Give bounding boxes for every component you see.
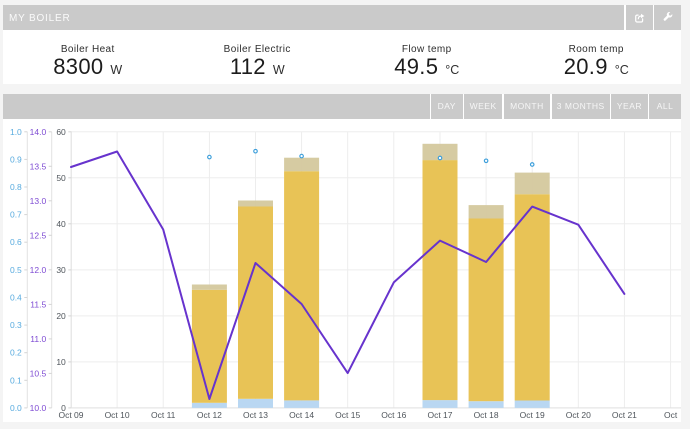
svg-text:Oct 20: Oct 20 [566,410,591,420]
svg-text:13.5: 13.5 [30,161,47,171]
svg-text:0.1: 0.1 [10,375,22,385]
svg-text:1.0: 1.0 [10,126,22,136]
svg-text:0.9: 0.9 [10,154,22,164]
svg-text:Oct 19: Oct 19 [520,410,545,420]
svg-text:12.5: 12.5 [30,230,47,240]
svg-text:Oct 18: Oct 18 [474,410,499,420]
svg-text:Oct 16: Oct 16 [381,410,406,420]
svg-text:40: 40 [56,218,66,228]
svg-text:0.3: 0.3 [10,320,22,330]
svg-text:0.2: 0.2 [10,347,22,357]
svg-text:14.0: 14.0 [30,126,47,136]
svg-text:50: 50 [56,172,66,182]
svg-text:Oct 21: Oct 21 [612,410,637,420]
svg-text:11.0: 11.0 [30,333,46,343]
svg-text:Oct 12: Oct 12 [197,410,222,420]
svg-text:0.4: 0.4 [10,292,22,302]
svg-text:10: 10 [56,356,66,366]
svg-text:Oct: Oct [664,410,678,420]
svg-text:0: 0 [61,402,66,412]
svg-text:10.5: 10.5 [30,368,47,378]
svg-text:Oct 11: Oct 11 [151,410,176,420]
svg-text:0.0: 0.0 [10,402,22,412]
svg-text:11.5: 11.5 [30,299,46,309]
svg-text:10.0: 10.0 [30,402,47,412]
svg-text:Oct 14: Oct 14 [289,410,314,420]
svg-text:0.6: 0.6 [10,237,22,247]
svg-text:12.0: 12.0 [30,264,47,274]
svg-text:13.0: 13.0 [30,195,47,205]
svg-text:Oct 17: Oct 17 [427,410,452,420]
svg-text:60: 60 [56,126,66,136]
svg-text:0.5: 0.5 [10,264,22,274]
svg-text:Oct 13: Oct 13 [243,410,268,420]
svg-text:Oct 15: Oct 15 [335,410,360,420]
svg-text:30: 30 [56,264,66,274]
svg-text:20: 20 [56,310,66,320]
svg-text:Oct 10: Oct 10 [105,410,130,420]
svg-text:0.7: 0.7 [10,209,22,219]
svg-text:0.8: 0.8 [10,182,22,192]
svg-text:Oct 09: Oct 09 [58,410,83,420]
